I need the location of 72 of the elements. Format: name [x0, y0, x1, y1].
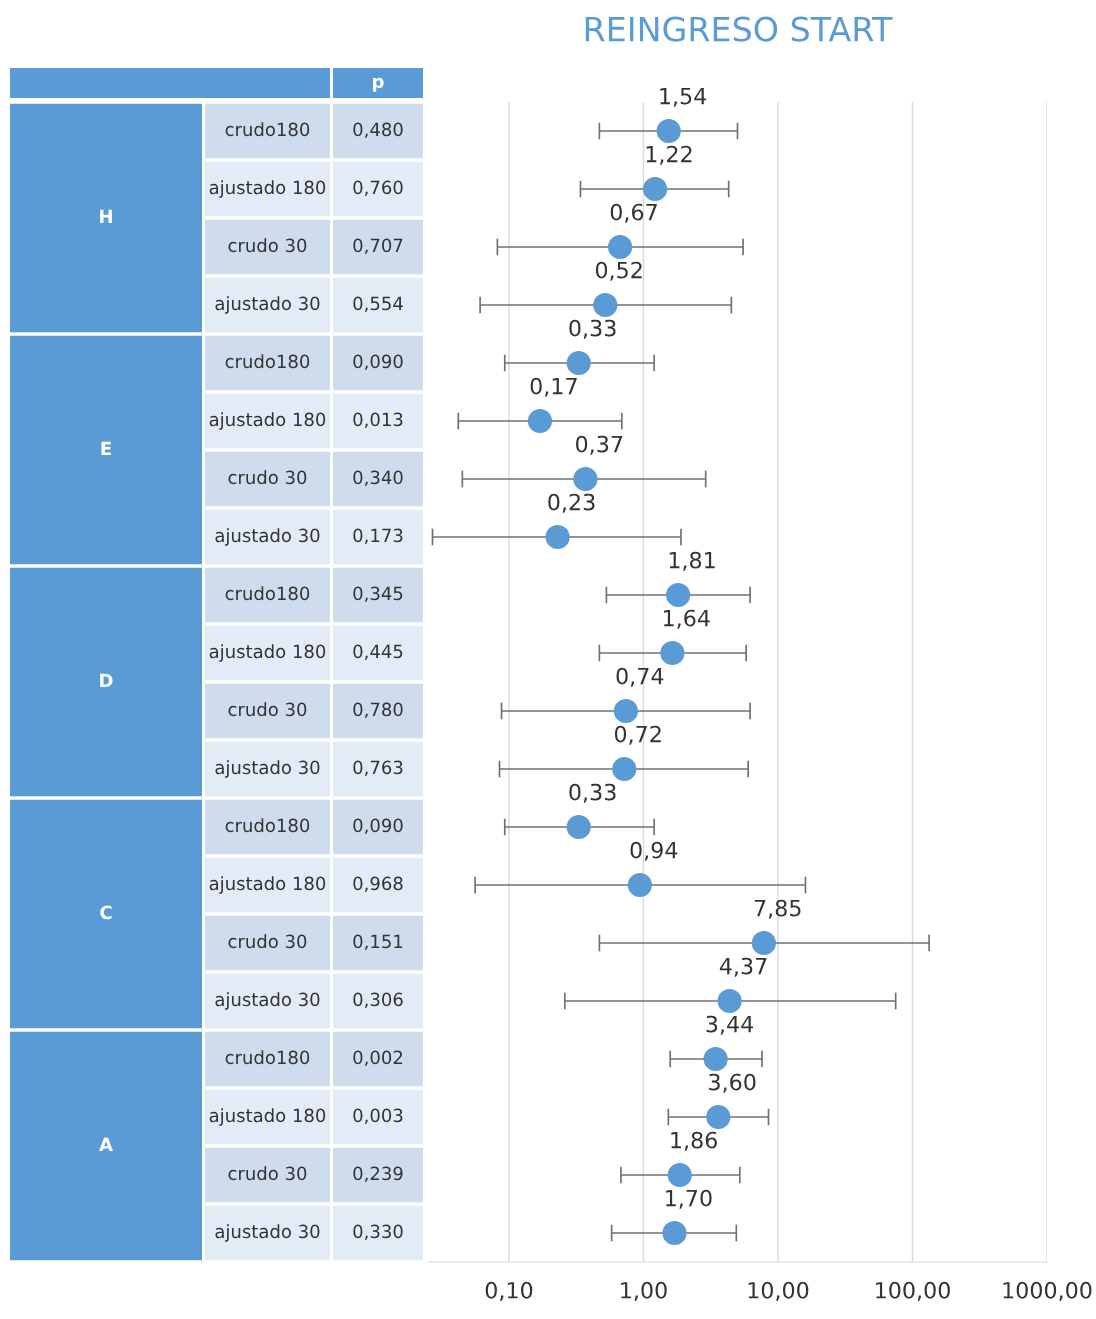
text: E: [101, 441, 111, 455]
text: 0,968: [353, 876, 403, 893]
y-tick-label: crudo180: [225, 1050, 310, 1065]
data-label: 0,17: [530, 377, 577, 397]
data-label: 1,54: [660, 87, 707, 107]
data-label: 1,64: [663, 609, 710, 629]
text: p: [373, 77, 384, 92]
x-tick-label: 0,10: [485, 1281, 533, 1301]
text: 0,760: [353, 180, 403, 197]
y-tick-label: ajustado 180: [209, 644, 326, 662]
text: 0,763: [353, 760, 403, 777]
x-tick-label: 10,00: [748, 1281, 809, 1301]
data-label: 7,85: [754, 899, 801, 919]
text: 0,239: [353, 1166, 403, 1183]
data-label: 3,44: [706, 1015, 754, 1035]
text: D: [100, 673, 113, 687]
data-label: 0,33: [569, 319, 616, 339]
y-tick-label: crudo180: [225, 122, 310, 137]
text: 0,330: [353, 1224, 403, 1241]
text: 0,780: [353, 702, 403, 719]
x-tick-label: 1000,00: [1003, 1281, 1092, 1301]
text: 0,554: [353, 296, 403, 313]
data-label: 0,74: [616, 667, 664, 687]
text: 0,345: [353, 586, 403, 603]
y-tick-label: ajustado 180: [209, 1108, 326, 1126]
text: 0,151: [353, 934, 403, 951]
y-tick-label: crudo 30: [228, 238, 307, 253]
data-label: 1,22: [646, 145, 692, 165]
text: H: [100, 209, 112, 223]
y-tick-label: crudo 30: [228, 702, 307, 717]
y-tick-label: ajustado 30: [215, 992, 320, 1010]
chart-title: REINGRESO START: [585, 16, 893, 42]
text: 0,306: [353, 992, 403, 1009]
y-tick-label: ajustado 30: [215, 760, 320, 778]
y-tick-label: crudo 30: [228, 1166, 307, 1181]
data-label: 1,81: [669, 551, 715, 571]
text: A: [99, 1137, 113, 1151]
data-label: 0,72: [614, 725, 661, 745]
data-label: 0,37: [576, 435, 623, 455]
data-label: 0,52: [595, 261, 642, 281]
y-tick-label: crudo180: [225, 818, 310, 833]
data-label: 0,94: [630, 841, 678, 861]
x-tick-label: 1,00: [621, 1281, 667, 1301]
text: 0,173: [353, 528, 403, 545]
y-tick-label: crudo 30: [228, 934, 307, 949]
data-label: 0,67: [610, 203, 657, 223]
x-tick-label: 100,00: [876, 1281, 950, 1301]
text: 0,013: [353, 412, 403, 429]
text: 0,340: [353, 470, 403, 487]
y-tick-label: ajustado 180: [209, 180, 326, 198]
y-tick-label: crudo180: [225, 586, 310, 601]
y-tick-label: ajustado 180: [209, 876, 326, 894]
data-label: 0,23: [548, 493, 595, 513]
data-label: 1,70: [666, 1189, 712, 1209]
y-tick-label: crudo180: [225, 354, 310, 369]
y-tick-label: ajustado 30: [215, 1224, 320, 1242]
y-tick-label: ajustado 180: [209, 412, 326, 430]
text: 0,445: [353, 644, 403, 661]
text: 0,090: [353, 818, 403, 835]
y-tick-label: ajustado 30: [215, 528, 320, 546]
text: C: [100, 905, 112, 920]
data-label: 1,86: [671, 1131, 717, 1151]
text: 0,480: [353, 122, 403, 139]
data-label: 0,33: [569, 783, 616, 803]
data-label: 4,37: [719, 957, 767, 977]
text: 0,002: [353, 1050, 403, 1067]
text: 0,003: [353, 1108, 403, 1125]
text: 0,707: [353, 238, 403, 255]
text: 0,090: [353, 354, 403, 371]
y-tick-label: ajustado 30: [215, 296, 320, 314]
data-label: 3,60: [709, 1073, 756, 1093]
y-tick-label: crudo 30: [228, 470, 307, 485]
